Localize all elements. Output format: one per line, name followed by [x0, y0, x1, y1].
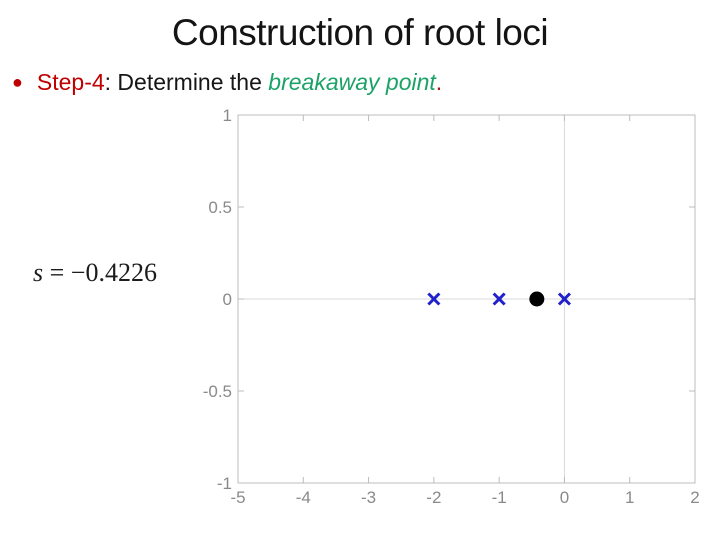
y-tick-label: 0.5 [208, 198, 232, 217]
x-tick-label: -3 [361, 488, 376, 507]
bullet-icon: ● [12, 72, 23, 92]
breakaway-point-text: breakaway point [268, 69, 436, 95]
x-tick-label: 2 [690, 488, 699, 507]
formula-value: = −0.4226 [43, 258, 157, 287]
bullet-text: : Determine the [104, 69, 269, 95]
x-tick-label: -1 [492, 488, 507, 507]
bullet-period: . [435, 69, 443, 95]
x-tick-label: 1 [625, 488, 634, 507]
x-tick-label: -2 [426, 488, 441, 507]
y-tick-label: 1 [223, 106, 232, 125]
x-tick-label: 0 [560, 488, 569, 507]
formula-variable: s [33, 258, 44, 287]
bullet-line: ● Step-4: Determine the breakaway point. [8, 68, 708, 96]
y-tick-label: 0 [223, 290, 232, 309]
step-label: Step-4 [36, 69, 105, 95]
breakaway-formula: s = −0.4226 [33, 258, 157, 288]
pole-marker-x [557, 292, 571, 306]
x-tick-label: -4 [296, 488, 311, 507]
x-tick-label: -5 [230, 488, 245, 507]
y-tick-label: -0.5 [203, 382, 232, 401]
slide-title: Construction of root loci [171, 12, 549, 53]
y-tick-label: -1 [217, 474, 232, 493]
pole-marker-x [427, 292, 441, 306]
pole-marker-x [492, 292, 506, 306]
breakaway-dot [529, 291, 545, 307]
